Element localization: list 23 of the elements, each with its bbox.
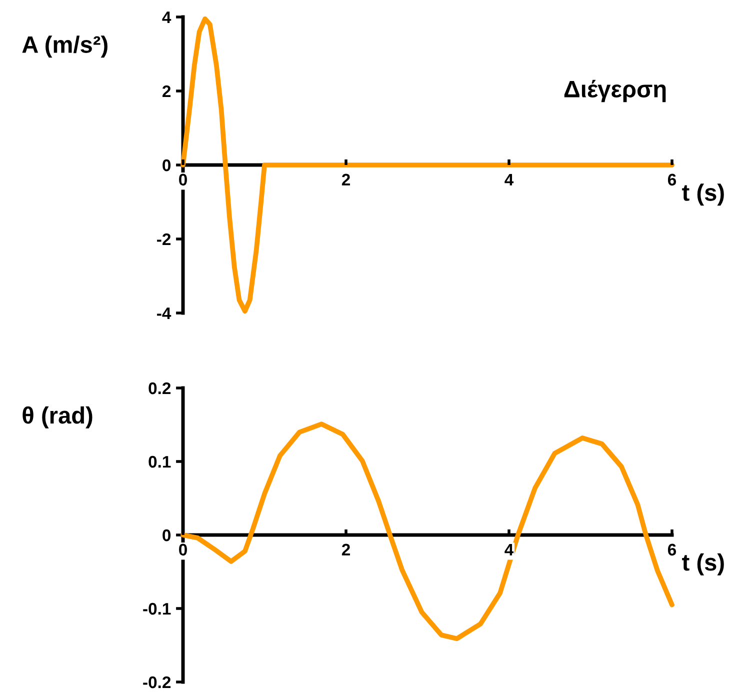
x-tick-label: 4: [504, 174, 514, 186]
y-tick-label: -0.1: [143, 602, 171, 615]
x-tick-label: 6: [668, 544, 676, 556]
annotation: Διέγερση: [564, 80, 666, 102]
y-tick-label: -0.2: [143, 676, 171, 688]
y-tick-label: -2: [157, 233, 171, 246]
y-tick-label: 0.2: [148, 382, 171, 394]
x-tick-label: 0: [179, 174, 187, 186]
x-tick-label: 2: [342, 544, 350, 556]
y-tick-label: -4: [157, 308, 172, 320]
y-axis-title: θ (rad): [22, 406, 92, 428]
y-tick-label: 0: [162, 529, 171, 542]
x-tick-label: 6: [668, 174, 676, 186]
y-tick-label: 0: [162, 159, 171, 172]
x-tick-label: 2: [342, 174, 350, 186]
x-axis-title: t (s): [682, 553, 724, 576]
y-tick-label: 0.1: [148, 456, 171, 468]
x-axis-title: t (s): [682, 184, 724, 206]
x-tick-label: 4: [504, 544, 514, 556]
x-tick-label: 0: [179, 544, 187, 556]
y-tick-label: 2: [162, 85, 171, 98]
y-axis-title: A (m/s²): [22, 36, 108, 58]
y-tick-label: 4: [162, 12, 172, 24]
